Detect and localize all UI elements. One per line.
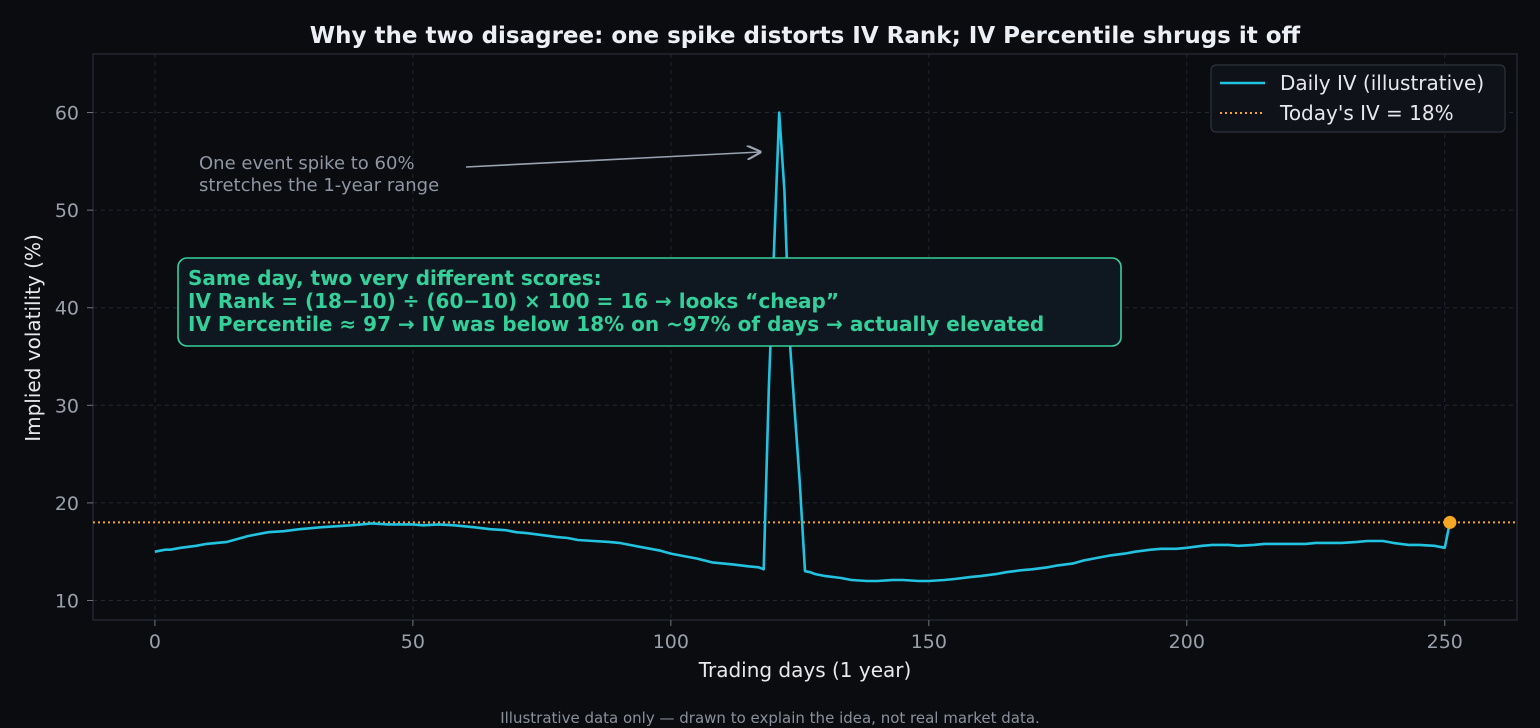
y-tick-label: 20 <box>55 493 79 515</box>
callout-box-frame <box>177 257 1122 347</box>
y-axis-label: Implied volatility (%) <box>21 234 45 442</box>
x-axis-label: Trading days (1 year) <box>698 658 912 682</box>
x-tick-label: 0 <box>149 631 161 653</box>
x-tick-label: 150 <box>911 631 947 653</box>
chart-title: Why the two disagree: one spike distorts… <box>310 23 1301 49</box>
y-tick-label: 60 <box>55 103 79 125</box>
callout-line-2: IV Rank = (18−10) ÷ (60−10) × 100 = 16 →… <box>188 289 839 313</box>
y-axis-ticks: 10 20 30 40 50 60 <box>55 103 93 612</box>
plot-frame <box>92 53 1518 621</box>
spike-annotation-line-2: stretches the 1-year range <box>199 175 439 196</box>
series-layer <box>93 111 1517 583</box>
legend-frame <box>1210 64 1506 133</box>
x-tick-label: 250 <box>1427 631 1463 653</box>
y-tick-label: 10 <box>55 590 79 612</box>
x-tick-label: 200 <box>1169 631 1205 653</box>
callout-box: Same day, two very different scores: IV … <box>177 257 1122 347</box>
y-tick-label: 30 <box>55 395 79 417</box>
spike-annotation-arrow <box>465 152 760 168</box>
x-axis-ticks: 0 50 100 150 200 250 <box>149 620 1463 653</box>
callout-line-3: IV Percentile ≈ 97 → IV was below 18% on… <box>188 312 1044 336</box>
legend-label-daily-iv: Daily IV (illustrative) <box>1280 71 1484 95</box>
x-tick-label: 100 <box>653 631 689 653</box>
y-tick-label: 40 <box>55 298 79 320</box>
x-tick-label: 50 <box>401 631 425 653</box>
daily-iv-line <box>154 111 1452 583</box>
footnote: Illustrative data only — drawn to explai… <box>500 709 1040 727</box>
todays-iv-marker <box>1443 515 1457 529</box>
spike-annotation: One event spike to 60% stretches the 1-y… <box>199 152 760 196</box>
legend-label-todays-iv: Today's IV = 18% <box>1279 101 1454 125</box>
y-tick-label: 50 <box>55 200 79 222</box>
legend: Daily IV (illustrative) Today's IV = 18% <box>1210 64 1506 133</box>
spike-annotation-line-1: One event spike to 60% <box>199 153 415 174</box>
callout-line-1: Same day, two very different scores: <box>188 266 602 290</box>
